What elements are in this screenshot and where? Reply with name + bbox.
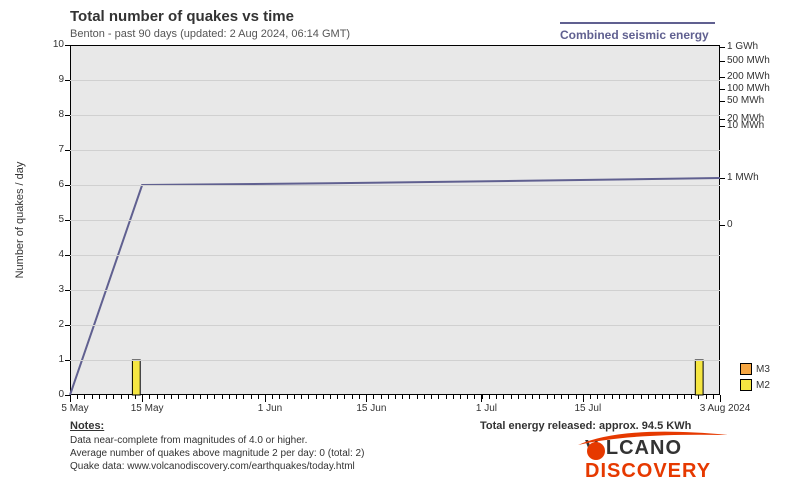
x-tick-label: 15 May	[117, 403, 177, 414]
x-tick-label: 5 May	[45, 403, 105, 414]
y-right-tick-label: 1 GWh	[727, 41, 758, 52]
x-tick-label: 1 Jul	[456, 403, 516, 414]
y-right-tick-label: 50 MWh	[727, 95, 764, 106]
y-right-tick-label: 20 MWh	[727, 113, 764, 124]
legend-line	[560, 22, 715, 24]
logo: V LCANO DISCOVERY	[585, 437, 711, 483]
mag-legend-label: M2	[756, 380, 770, 391]
y-tick-label: 0	[50, 389, 64, 400]
notes-line: Data near-complete from magnitudes of 4.…	[70, 435, 307, 446]
mag-legend-label: M3	[756, 364, 770, 375]
y-tick-label: 3	[50, 284, 64, 295]
y-right-tick-label: 0	[727, 219, 733, 230]
y-axis-label: Number of quakes / day	[14, 155, 26, 285]
y-right-tick-label: 100 MWh	[727, 83, 770, 94]
y-tick-label: 5	[50, 214, 64, 225]
y-tick-label: 1	[50, 354, 64, 365]
y-right-tick-label: 200 MWh	[727, 71, 770, 82]
y-tick-label: 8	[50, 109, 64, 120]
mag-legend-box	[740, 363, 752, 375]
y-tick-label: 4	[50, 249, 64, 260]
y-right-tick-label: 1 MWh	[727, 172, 759, 183]
y-tick-label: 9	[50, 74, 64, 85]
notes-line: Quake data: www.volcanodiscovery.com/ear…	[70, 461, 355, 472]
y-tick-label: 7	[50, 144, 64, 155]
y-tick-label: 10	[50, 39, 64, 50]
x-tick-label: 3 Aug 2024	[695, 403, 755, 414]
legend-label: Combined seismic energy	[560, 28, 709, 42]
notes-line: Average number of quakes above magnitude…	[70, 448, 364, 459]
chart-title: Total number of quakes vs time	[70, 8, 294, 25]
notes-header: Notes:	[70, 420, 104, 432]
x-tick-label: 15 Jun	[341, 403, 401, 414]
mag-legend-box	[740, 379, 752, 391]
logo-swoosh-icon	[573, 423, 743, 473]
chart-subtitle: Benton - past 90 days (updated: 2 Aug 20…	[70, 28, 350, 40]
chart-container: Total number of quakes vs time Benton - …	[0, 0, 800, 500]
x-tick-label: 15 Jul	[558, 403, 618, 414]
y-right-tick-label: 500 MWh	[727, 55, 770, 66]
y-tick-label: 2	[50, 319, 64, 330]
y-tick-label: 6	[50, 179, 64, 190]
x-tick-label: 1 Jun	[240, 403, 300, 414]
